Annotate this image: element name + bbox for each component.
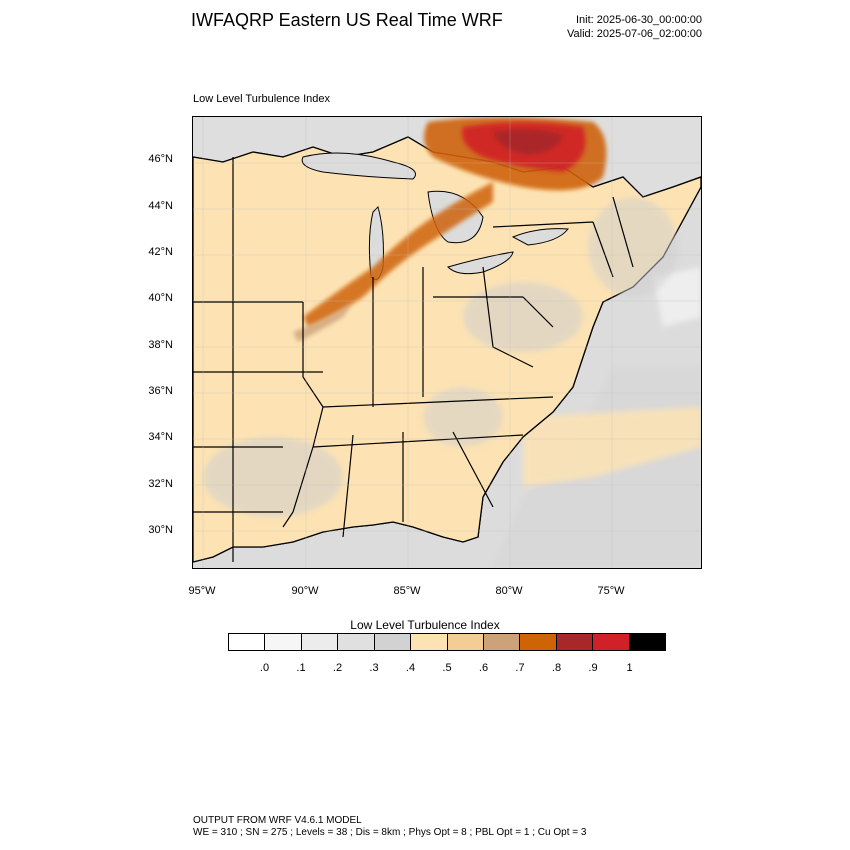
colorbar [228, 633, 666, 651]
map-panel [192, 116, 702, 569]
colorbar-swatch [301, 634, 339, 650]
colorbar-label: .8 [551, 662, 562, 674]
colorbar-swatch [265, 634, 302, 650]
colorbar-label: .0 [259, 662, 270, 674]
lon-label: 95°W [188, 585, 216, 597]
grey-patch-south [203, 437, 343, 517]
footer-line-1: OUTPUT FROM WRF V4.6.1 MODEL [193, 815, 362, 826]
grey-patch-midatlantic [463, 282, 583, 352]
colorbar-label: .3 [369, 662, 379, 674]
lon-label: 75°W [597, 585, 625, 597]
footer-line-2: WE = 310 ; SN = 275 ; Levels = 38 ; Dis … [193, 827, 587, 838]
lat-label: 46°N [148, 153, 173, 165]
lat-label: 40°N [148, 292, 173, 304]
colorbar-swatch [556, 634, 594, 650]
turbulence-north-darkred [493, 129, 563, 155]
map-svg [193, 117, 701, 568]
lat-label: 38°N [148, 339, 173, 351]
colorbar-label: .9 [588, 662, 598, 674]
colorbar-swatch [374, 634, 412, 650]
colorbar-label: 1 [626, 662, 633, 674]
state-boundaries [193, 157, 634, 562]
colorbar-label: .6 [478, 662, 489, 674]
plot-title: IWFAQRP Eastern US Real Time WRF [191, 10, 503, 30]
valid-time: Valid: 2025-07-06_02:00:00 [567, 28, 702, 40]
lat-label: 30°N [148, 524, 173, 536]
lon-label: 90°W [291, 585, 319, 597]
turbulence-band-orange [303, 182, 493, 327]
lat-label: 32°N [148, 478, 173, 490]
colorbar-swatch [447, 634, 484, 650]
colorbar-swatch [338, 634, 375, 650]
field-label: Low Level Turbulence Index [193, 93, 330, 105]
lat-label: 36°N [148, 385, 173, 397]
lake-superior [301, 152, 416, 180]
lake-erie [447, 251, 514, 275]
lon-label: 85°W [393, 585, 421, 597]
colorbar-label: .7 [515, 662, 525, 674]
lat-label: 44°N [148, 200, 173, 212]
colorbar-swatch [411, 634, 448, 650]
colorbar-title: Low Level Turbulence Index [350, 618, 500, 632]
time-info: Init: 2025-06-30_00:00:00 Valid: 2025-07… [567, 13, 702, 41]
lon-label: 80°W [495, 585, 523, 597]
colorbar-swatch [520, 634, 557, 650]
lat-label: 34°N [148, 431, 173, 443]
colorbar-label: .4 [405, 662, 416, 674]
colorbar-label: .1 [296, 662, 306, 674]
colorbar-swatch [629, 634, 666, 650]
colorbar-label: .5 [442, 662, 452, 674]
colorbar-label: .2 [332, 662, 343, 674]
init-time: Init: 2025-06-30_00:00:00 [576, 14, 702, 26]
model-footer: OUTPUT FROM WRF V4.6.1 MODEL WE = 310 ; … [193, 815, 586, 839]
colorbar-swatch [483, 634, 521, 650]
colorbar-swatch [593, 634, 630, 650]
lat-label: 42°N [148, 246, 173, 258]
graticule [193, 117, 701, 568]
colorbar-swatch [229, 634, 266, 650]
turbulence-band-tan [293, 302, 353, 342]
lake-ontario [511, 228, 569, 246]
grey-patch-newengland [588, 197, 678, 297]
